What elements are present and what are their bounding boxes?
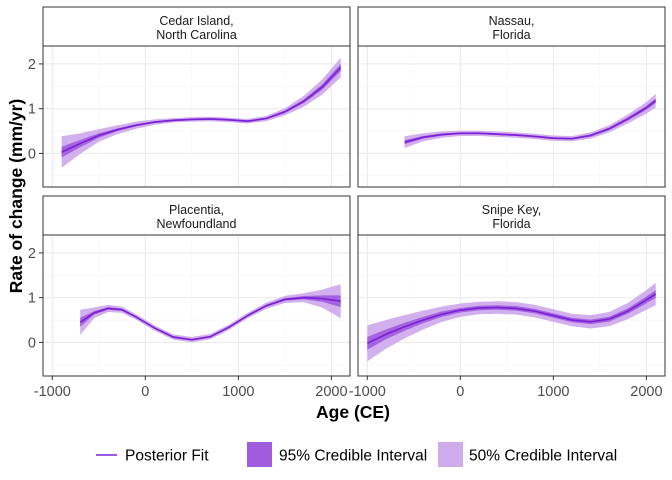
y-axis-title: Rate of change (mm/yr) <box>6 99 26 293</box>
panels: Cedar Island,North Carolina012Nassau,Flo… <box>28 6 666 400</box>
x-tick-label: -1000 <box>349 384 386 400</box>
panel-4: Snipe Key,Florida -1000 0 1000 2000 <box>349 195 666 400</box>
x-tick-label: -1000 <box>34 384 71 400</box>
panel-background <box>43 46 350 187</box>
x-tick-label: 1000 <box>222 384 254 400</box>
panel-2: Nassau,Florida <box>357 6 666 188</box>
x-tick-label: 2000 <box>630 384 662 400</box>
ci50-band <box>80 295 341 341</box>
strip-title-line: Florida <box>492 28 530 42</box>
legend-ci95-label: 95% Credible Interval <box>279 448 427 465</box>
y-tick-label: 2 <box>28 57 36 73</box>
ci95-band <box>80 284 341 343</box>
panel-1: Cedar Island,North Carolina 0 1 2 <box>28 6 351 188</box>
ci50-band <box>61 63 341 158</box>
legend-ci50-key <box>438 442 463 467</box>
legend-ci50-label: 50% Credible Interval <box>469 448 617 465</box>
strip-background <box>42 195 351 236</box>
y-tick-label: 1 <box>28 291 36 307</box>
x-tick-label: 0 <box>456 384 464 400</box>
y-tick-label: 0 <box>28 146 36 162</box>
y-tick-label: 2 <box>28 246 36 262</box>
posterior-fit-line <box>366 293 657 345</box>
posterior-fit-line <box>61 66 342 153</box>
x-tick-label: 2000 <box>315 384 347 400</box>
legend: Posterior Fit 95% Credible Interval 50% … <box>96 442 617 467</box>
strip-title-line: North Carolina <box>156 28 237 42</box>
strip-background <box>357 6 666 47</box>
strip-title-line: Florida <box>492 217 530 231</box>
y-tick-label: 1 <box>28 102 36 118</box>
y-tick-label: 0 <box>28 335 36 351</box>
strip-title-line: Newfoundland <box>157 217 237 231</box>
posterior-fit-line <box>79 296 341 341</box>
strip-title-line: Snipe Key, <box>482 203 542 217</box>
strip-background <box>357 195 666 236</box>
legend-ci95-key <box>247 442 272 467</box>
x-tick-label: 0 <box>141 384 149 400</box>
strip-title-line: Placentia, <box>169 203 224 217</box>
strip-title-line: Nassau, <box>489 14 535 28</box>
strip-title-line: Cedar Island, <box>159 14 233 28</box>
panel-3: Placentia,Newfoundland 0 1 2 -1000 0 1000 2000 <box>28 195 351 400</box>
panel-background <box>43 235 350 376</box>
posterior-fit-line <box>404 99 657 144</box>
x-tick-label: 1000 <box>537 384 569 400</box>
legend-fit-label: Posterior Fit <box>125 448 209 465</box>
panel-background <box>358 46 665 187</box>
x-axis-title: Age (CE) <box>316 402 390 422</box>
strip-background <box>42 6 351 47</box>
